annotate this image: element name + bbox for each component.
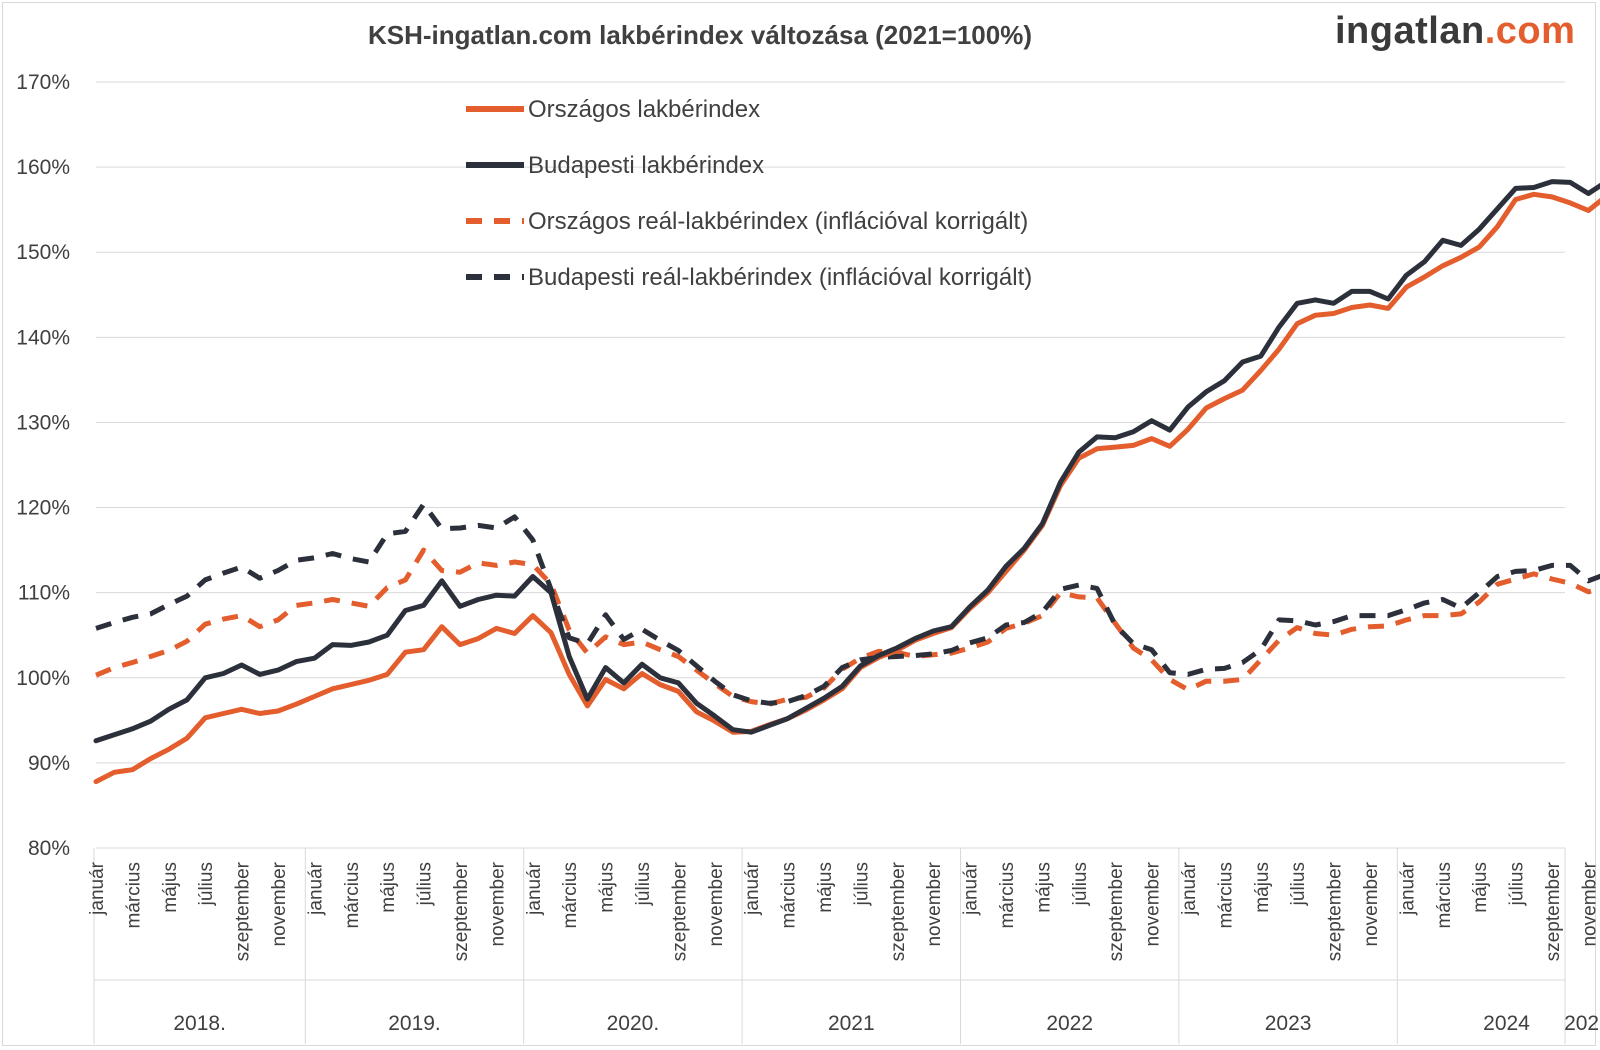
legend: Országos lakbérindex Budapesti lakbérinde… <box>466 96 1032 291</box>
legend-label: Budapesti reál-lakbérindex (inflációval … <box>528 264 1032 291</box>
chart-title: KSH-ingatlan.com lakbérindex változása (… <box>368 20 1032 50</box>
x-tick-label: július <box>415 862 436 906</box>
legend-label: Országos lakbérindex <box>528 96 760 123</box>
x-tick-label: november <box>1361 861 1382 946</box>
legend-label: Budapesti lakbérindex <box>528 152 764 179</box>
series-line <box>95 501 1600 706</box>
y-tick-label: 140% <box>16 326 70 349</box>
year-label: 2025. <box>1564 1012 1600 1035</box>
x-tick-label: március <box>342 862 363 929</box>
y-tick-label: 110% <box>18 582 70 605</box>
x-tick-label: szeptember <box>669 861 690 961</box>
x-tick-label: november <box>1143 861 1164 946</box>
year-label: 2022 <box>1046 1012 1093 1035</box>
x-tick-label: május <box>1470 862 1491 913</box>
y-tick-label: 170% <box>16 71 70 94</box>
ingatlan-logo: ingatlan.com <box>1335 10 1575 53</box>
y-tick-label: 80% <box>28 837 70 860</box>
year-label: 2018. <box>173 1012 226 1035</box>
x-tick-label: szeptember <box>1106 861 1127 961</box>
logo-part-1: ingatlan <box>1335 10 1485 52</box>
x-tick-label: március <box>560 862 581 929</box>
x-tick-label: május <box>1033 862 1054 913</box>
x-tick-label: május <box>160 862 181 913</box>
series-line <box>95 547 1600 707</box>
x-tick-label: január <box>961 861 982 915</box>
logo-part-2: .com <box>1484 10 1576 52</box>
y-tick-label: 100% <box>16 667 70 690</box>
x-tick-label: május <box>1252 862 1273 913</box>
x-tick-label: május <box>378 862 399 913</box>
x-tick-label: március <box>779 862 800 929</box>
year-label: 2019. <box>388 1012 441 1035</box>
gridlines <box>96 81 1565 764</box>
x-tick-label: március <box>123 862 144 929</box>
x-tick-label: március <box>1434 862 1455 929</box>
x-tick-label: július <box>1507 862 1528 906</box>
x-tick-label: március <box>997 862 1018 929</box>
x-tick-label: november <box>924 861 945 946</box>
y-tick-label: 130% <box>16 411 70 434</box>
y-axis-labels: 80% 90% 100% 110% 120% 130% 140% 150% 160% 170% <box>16 71 70 860</box>
x-tick-label: július <box>633 862 654 906</box>
year-label: 2021 <box>828 1012 875 1035</box>
y-tick-label: 150% <box>16 241 70 264</box>
x-tick-label: november <box>706 861 727 946</box>
y-tick-label: 90% <box>28 752 70 775</box>
x-tick-label: január <box>1397 861 1418 915</box>
x-tick-label: szeptember <box>233 861 254 961</box>
y-tick-label: 160% <box>16 156 70 179</box>
legend-label: Országos reál-lakbérindex (inflációval k… <box>528 208 1028 235</box>
x-tick-label: szeptember <box>1325 861 1346 961</box>
x-tick-label: január <box>742 861 763 915</box>
x-axis: 2018. 2019. 2020. 2021 2022 2023 2024 2025. janu… <box>87 847 1600 1044</box>
x-tick-label: január <box>524 861 545 915</box>
series-line <box>93 179 1600 744</box>
x-tick-label: március <box>1215 862 1236 929</box>
x-tick-label: július <box>1070 862 1091 906</box>
y-tick-label: 120% <box>16 497 70 520</box>
x-tick-label: november <box>269 861 290 946</box>
x-tick-label: szeptember <box>1543 861 1564 961</box>
year-label: 2020. <box>607 1012 660 1035</box>
x-tick-label: július <box>1288 862 1309 906</box>
x-tick-label: szeptember <box>888 861 909 961</box>
x-tick-label: május <box>597 862 618 913</box>
x-tick-label: január <box>1179 861 1200 915</box>
x-tick-label: július <box>851 862 872 906</box>
x-tick-label: január <box>87 861 108 915</box>
x-tick-label: november <box>1579 861 1600 946</box>
x-tick-label: szeptember <box>451 861 472 961</box>
year-label: 2023 <box>1265 1012 1312 1035</box>
x-tick-label: július <box>196 862 217 906</box>
series-lines <box>93 179 1600 785</box>
x-tick-label: január <box>305 861 326 915</box>
year-label: 2024 <box>1483 1012 1530 1035</box>
x-tick-label: május <box>815 862 836 913</box>
x-tick-label: november <box>487 861 508 946</box>
